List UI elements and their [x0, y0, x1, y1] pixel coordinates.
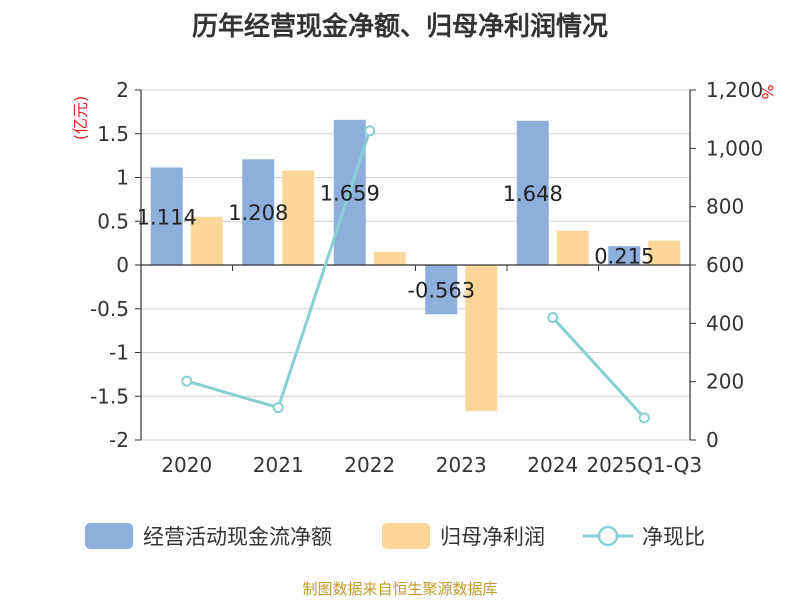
ratio-line-segment — [186, 379, 279, 410]
y-right-tick-label: 1,000 — [706, 136, 763, 160]
cashflow-data-label: 1.659 — [320, 181, 380, 205]
cashflow-bar — [425, 265, 458, 315]
ratio-point — [272, 402, 284, 414]
line-series — [181, 125, 650, 424]
x-tick-label: 2022 — [344, 453, 395, 477]
net-profit-bar — [282, 170, 315, 265]
tick-labels: 2 1.5 1 0.5 0 -0.5 -1 -1.5 -2 1,200 1,000 800 600 400… — [71, 78, 777, 477]
legend-label-ratio: 净现比 — [642, 525, 705, 549]
y-left-unit: (亿元) — [71, 96, 90, 141]
cashflow-data-label: 1.114 — [137, 205, 197, 229]
y-right-tick-label: 800 — [706, 195, 744, 219]
legend-swatch-cashflow — [85, 523, 133, 549]
y-right-tick-label: 400 — [706, 311, 744, 335]
net-profit-bar — [465, 265, 498, 412]
ratio-point — [547, 312, 559, 323]
cashflow-data-label: 0.215 — [594, 245, 654, 269]
y-left-tick-label: 0 — [116, 253, 129, 277]
legend-swatch-net-profit — [382, 523, 430, 549]
net-profit-bar — [648, 240, 681, 265]
y-right-tick-label: 0 — [706, 428, 719, 452]
legend-marker-ratio — [597, 525, 619, 547]
x-tick-label: 2021 — [253, 453, 304, 477]
x-tick-label: 2020 — [161, 453, 212, 477]
chart-title: 历年经营现金净额、归母净利润情况 — [191, 12, 608, 42]
y-left-tick-label: 0.5 — [97, 209, 129, 233]
net-profit-bar — [556, 230, 589, 265]
y-right-tick-label: 600 — [706, 253, 744, 277]
cashflow-bar — [608, 246, 641, 265]
ratio-line-segment — [551, 316, 646, 419]
y-left-tick-label: 1 — [116, 166, 129, 190]
cashflow-data-label: 1.208 — [228, 201, 288, 225]
y-right-tick-label: 200 — [706, 370, 744, 394]
y-left-tick-label: -0.5 — [90, 297, 129, 321]
cashflow-bar — [150, 167, 183, 265]
x-tick-label: 2024 — [527, 453, 578, 477]
ratio-point — [638, 412, 650, 424]
axes — [135, 89, 696, 441]
ratio-point — [364, 125, 376, 137]
source-note: 制图数据来自恒生聚源数据库 — [302, 580, 498, 598]
cashflow-bar — [242, 159, 275, 265]
cashflow-bar — [516, 120, 549, 265]
x-tick-label: 2023 — [436, 453, 487, 477]
legend: 经营活动现金流净额 归母净利润 净现比 — [85, 523, 705, 549]
net-profit-bar — [373, 251, 406, 265]
x-tick-label: 2025Q1-Q3 — [586, 453, 702, 477]
y-right-tick-label: 1,200 — [706, 78, 763, 102]
y-left-tick-label: 2 — [116, 78, 129, 102]
cashflow-data-label: -0.563 — [407, 279, 475, 303]
y-right-unit: % — [758, 84, 777, 99]
net-profit-bar — [190, 216, 223, 265]
ratio-line-segment — [276, 130, 372, 409]
ratio-point — [181, 375, 193, 387]
legend-label-net-profit: 归母净利润 — [440, 525, 545, 549]
legend-label-cashflow: 经营活动现金流净额 — [143, 525, 332, 549]
y-left-tick-label: -2 — [109, 428, 129, 452]
cashflow-data-label: 1.648 — [503, 182, 563, 206]
y-left-tick-label: 1.5 — [97, 122, 129, 146]
y-left-tick-label: -1.5 — [90, 384, 129, 408]
data-labels: 1.114 1.208 1.659 -0.563 1.648 0.215 — [137, 181, 655, 302]
y-left-tick-label: -1 — [109, 341, 129, 365]
grid-lines — [141, 89, 690, 441]
